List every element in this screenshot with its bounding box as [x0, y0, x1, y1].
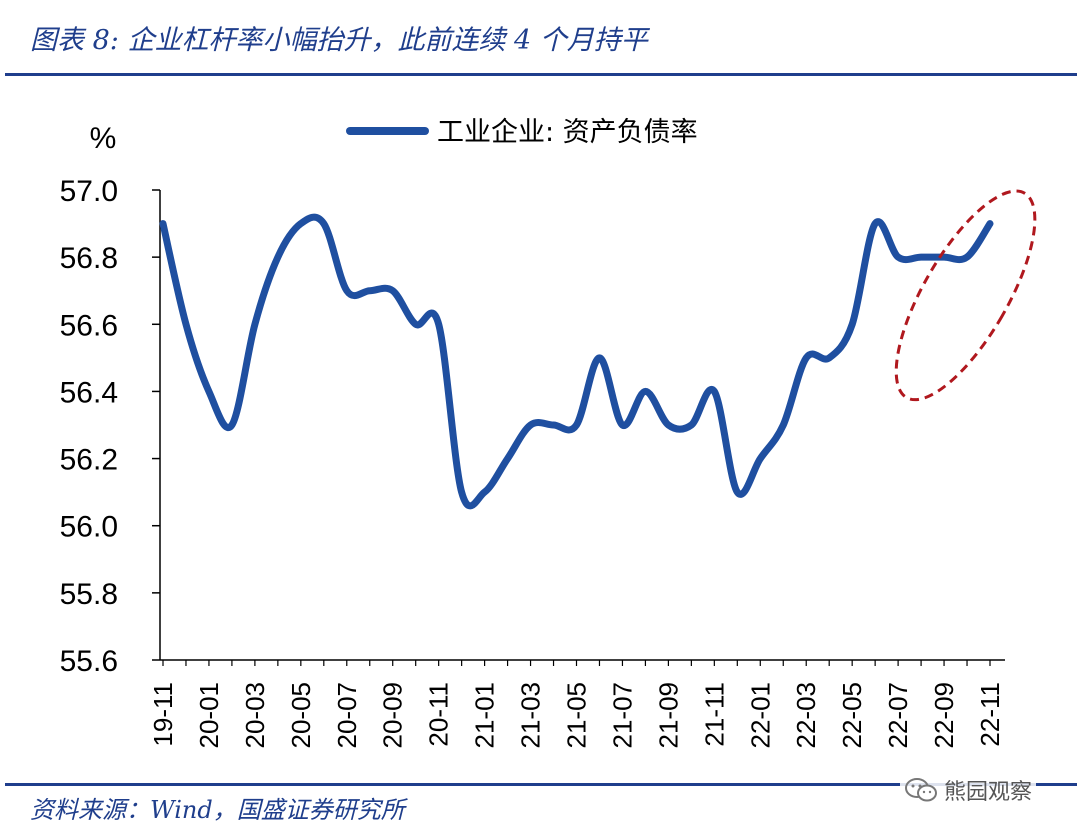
data-point-20-06	[321, 221, 327, 227]
title-divider	[5, 73, 1077, 76]
data-point-22-05	[849, 321, 855, 327]
y-tick-label: 56.4	[60, 376, 118, 409]
data-point-22-04	[826, 355, 832, 361]
data-point-21-11	[711, 388, 717, 394]
x-tick-label: 21-09	[653, 682, 683, 749]
data-point-21-08	[642, 388, 648, 394]
data-point-20-07	[344, 288, 350, 294]
data-point-22-01	[757, 456, 763, 462]
data-point-21-02	[505, 456, 511, 462]
y-axis-unit-label: %	[90, 122, 117, 155]
data-point-22-02	[780, 422, 786, 428]
x-tick-label: 21-03	[516, 682, 546, 749]
x-tick-label: 22-01	[745, 682, 775, 749]
data-point-22-03	[803, 355, 809, 361]
data-point-21-06	[596, 355, 602, 361]
x-tick-label: 21-11	[699, 682, 729, 747]
y-tick-label: 55.8	[60, 578, 118, 611]
legend-label: 工业企业: 资产负债率	[437, 117, 698, 148]
chart-legend: 工业企业: 资产负债率	[346, 117, 698, 148]
data-point-22-08	[918, 254, 924, 260]
data-point-20-09	[390, 288, 396, 294]
data-point-19-12	[183, 321, 189, 327]
data-point-21-03	[528, 422, 534, 428]
data-point-20-12	[459, 489, 465, 495]
y-tick-label: 55.6	[60, 645, 118, 678]
x-tick-label: 21-05	[562, 682, 592, 749]
data-point-20-01	[206, 388, 212, 394]
x-tick-label: 20-07	[332, 682, 362, 749]
data-point-22-10	[964, 254, 970, 260]
y-tick-label: 56.0	[60, 511, 118, 544]
data-point-21-10	[688, 422, 694, 428]
data-point-22-11	[987, 221, 993, 227]
x-tick-label: 22-11	[975, 682, 1005, 747]
data-point-20-02	[229, 422, 235, 428]
x-axis: 19-11 20-01 20-03 20-05 20-07 20-09 20-11 21-01…	[148, 660, 1005, 749]
footer-divider	[5, 783, 1077, 786]
x-tick-label: 20-05	[286, 682, 316, 749]
y-tick-label: 56.2	[60, 444, 118, 477]
data-point-21-07	[619, 422, 625, 428]
data-point-20-11	[436, 321, 442, 327]
data-point-20-08	[367, 288, 373, 294]
x-tick-label: 21-07	[607, 682, 637, 749]
data-point-20-10	[413, 321, 419, 327]
x-tick-label: 20-09	[378, 682, 408, 749]
x-tick-label: 20-11	[424, 682, 454, 747]
data-point-20-04	[275, 254, 281, 260]
x-tick-label: 22-07	[883, 682, 913, 749]
data-point-22-07	[895, 254, 901, 260]
data-point-21-04	[551, 422, 557, 428]
series-line-asset-liability-ratio	[159, 213, 994, 510]
figure-title: 图表 8: 企业杠杆率小幅抬升，此前连续 4 个月持平	[30, 25, 648, 56]
source-note: 资料来源：Wind，国盛证券研究所	[30, 796, 405, 824]
x-tick-label: 22-09	[929, 682, 959, 749]
y-axis: 55.6 55.8 56.0 56.2 56.4 56.6 56.8 57.0	[60, 175, 160, 678]
data-point-20-03	[252, 321, 258, 327]
x-tick-label: 21-01	[470, 682, 500, 749]
y-tick-label: 56.8	[60, 242, 118, 275]
x-tick-label: 22-03	[791, 682, 821, 749]
data-point-19-11	[160, 221, 166, 227]
data-point-21-12	[734, 489, 740, 495]
highlight-ellipse-annotation	[894, 189, 1037, 402]
x-tick-label: 22-05	[837, 682, 867, 749]
line-chart: % 工业企业: 资产负债率 55.6 55.8 56.0 56.2 56.4 56.6 56…	[60, 117, 1037, 749]
data-point-20-05	[298, 221, 304, 227]
watermark: 熊园观察	[900, 772, 1037, 808]
data-point-21-05	[574, 422, 580, 428]
chat-bubble-icon	[905, 778, 937, 802]
data-point-21-09	[665, 422, 671, 428]
x-tick-label: 20-03	[240, 682, 270, 749]
y-tick-label: 56.6	[60, 309, 118, 342]
x-tick-label: 19-11	[148, 682, 178, 747]
data-point-21-01	[482, 489, 488, 495]
watermark-text: 熊园观察	[944, 780, 1033, 805]
x-tick-label: 20-01	[194, 682, 224, 749]
data-point-22-06	[872, 221, 878, 227]
y-tick-label: 57.0	[60, 175, 118, 208]
